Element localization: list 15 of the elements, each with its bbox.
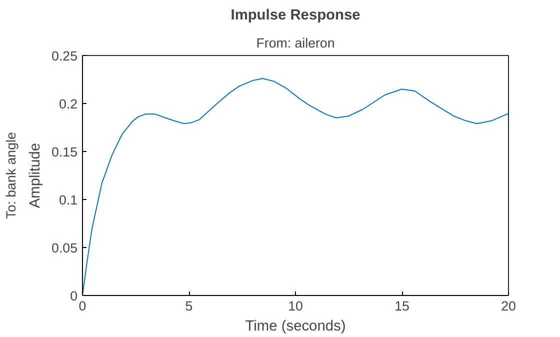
- x-tick-label: 15: [394, 298, 410, 314]
- y-tick-label: 0: [70, 288, 78, 304]
- y-tick-label: 0.1: [58, 192, 78, 208]
- x-tick-label: 5: [185, 298, 193, 314]
- x-tick-label: 20: [501, 298, 516, 314]
- x-tick-label: 10: [288, 298, 303, 314]
- chart-title: Impulse Response: [230, 8, 360, 24]
- y-tick-label: 0.25: [52, 48, 78, 64]
- y-tick-label: 0.15: [52, 144, 78, 160]
- y-tick-label: 0.2: [58, 96, 78, 112]
- x-axis-title: Time (seconds): [245, 318, 346, 334]
- chart-subtitle: From: aileron: [256, 36, 335, 50]
- y2-axis-title: To: bank angle: [4, 132, 18, 219]
- y-tick-label: 0.05: [52, 240, 78, 256]
- y-axis-title: Amplitude: [28, 142, 44, 208]
